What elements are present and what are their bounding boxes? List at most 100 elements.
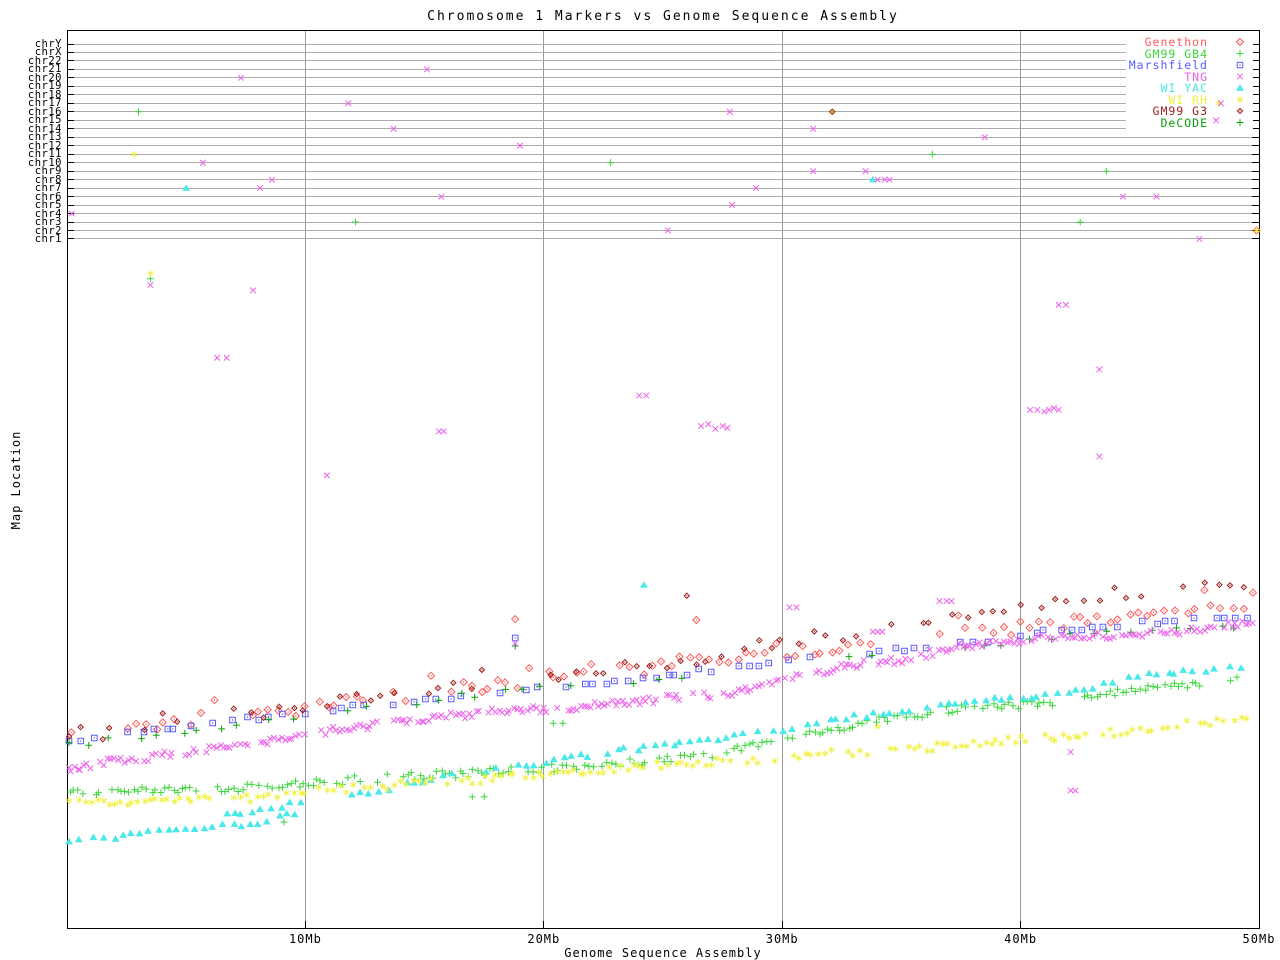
y-tick-left [67,103,74,104]
legend-label: GM99 GB4 [1144,46,1208,61]
y-tick-left [67,77,74,78]
y-tick-left [67,238,74,239]
legend-label: TNG [1184,69,1208,84]
y-tick-left [67,120,74,121]
x-tick-label: 50Mb [1242,932,1276,946]
y-tick-left [67,179,74,180]
y-tick-left [67,196,74,197]
chromosome-line [67,111,1259,112]
chromosome-label: chr17 [27,97,62,110]
y-tick-right [1252,222,1259,223]
chromosome-label: chr6 [34,190,62,203]
y-tick-left [67,52,74,53]
chromosome-line [67,188,1259,189]
chromosome-label: chr12 [27,139,62,152]
x-tick-label: 10Mb [288,932,322,946]
y-tick-right [1252,171,1259,172]
y-tick-left [67,205,74,206]
x-gridline [782,30,783,928]
y-tick-left [67,154,74,155]
chromosome-label: chr18 [27,88,62,101]
chromosome-line [67,137,1259,138]
y-tick-left [67,222,74,223]
y-tick-left [67,111,74,112]
chromosome-line [67,145,1259,146]
y-tick-right [1252,213,1259,214]
y-tick-right [1252,120,1259,121]
chromosome-label: chr22 [27,54,62,67]
chromosome-label: chr3 [34,216,62,229]
chromosome-line [67,222,1259,223]
y-tick-right [1252,128,1259,129]
chromosome-label: chr15 [27,114,62,127]
y-tick-right [1252,205,1259,206]
y-tick-right [1252,94,1259,95]
y-tick-right [1252,111,1259,112]
chromosome-line [67,52,1259,53]
y-tick-right [1252,179,1259,180]
y-tick-left [67,162,74,163]
chromosome-line [67,86,1259,87]
chromosome-label: chr10 [27,156,62,169]
y-tick-left [67,60,74,61]
x-gridline [305,30,306,928]
x-tick-label: 40Mb [1004,932,1038,946]
y-tick-left [67,86,74,87]
legend [1126,34,1253,131]
y-tick-left [67,230,74,231]
chromosome-line [67,103,1259,104]
chromosome-label: chr2 [34,224,62,237]
chromosome-line [67,69,1259,70]
chromosome-label: chr8 [34,173,62,186]
legend-label: WI YAC [1160,81,1208,95]
chromosome-label: chr11 [27,148,62,161]
chromosome-line [67,154,1259,155]
chart-title: Chromosome 1 Markers vs Genome Sequence … [427,9,899,24]
chromosome-line [67,120,1259,121]
chromosome-label: chr7 [34,182,62,195]
chromosome-line [67,171,1259,172]
y-tick-right [1252,188,1259,189]
y-tick-right [1252,162,1259,163]
x-tick [1020,921,1021,928]
chromosome-label: chr13 [27,131,62,144]
y-tick-right [1252,44,1259,45]
chromosome-line [67,44,1259,45]
x-tick [543,921,544,928]
chromosome-line [67,179,1259,180]
y-tick-right [1252,137,1259,138]
chromosome-line [67,213,1259,214]
chromosome-line [67,77,1259,78]
chromosome-label: chr21 [27,63,62,76]
y-tick-left [67,137,74,138]
legend-label: Marshfield [1128,58,1208,72]
chromosome-label: chr1 [34,232,62,245]
legend-label: GM99 G3 [1152,104,1208,118]
y-tick-right [1252,60,1259,61]
y-tick-right [1252,145,1259,146]
chromosome-label: chr20 [27,71,62,84]
x-tick-label: 30Mb [765,932,799,946]
x-axis-label: Genome Sequence Assembly [564,946,762,960]
y-tick-right [1252,86,1259,87]
chromosome-label: chr14 [27,122,62,135]
x-gridline [543,30,544,928]
y-tick-left [67,94,74,95]
x-tick-label: 20Mb [527,932,561,946]
y-tick-right [1252,52,1259,53]
chromosome-line [67,196,1259,197]
chromosome-line [67,60,1259,61]
y-tick-right [1252,77,1259,78]
legend-label: DeCODE [1160,115,1208,130]
y-tick-right [1252,69,1259,70]
y-tick-right [1252,238,1259,239]
plot-frame [67,30,1260,929]
legend-label: Genethon [1144,35,1208,49]
chromosome-line [67,94,1259,95]
chromosome-label: chr16 [27,105,62,118]
x-tick [305,921,306,928]
y-tick-left [67,44,74,45]
chromosome-label: chrX [34,46,62,59]
chromosome-label: chr5 [34,199,62,212]
